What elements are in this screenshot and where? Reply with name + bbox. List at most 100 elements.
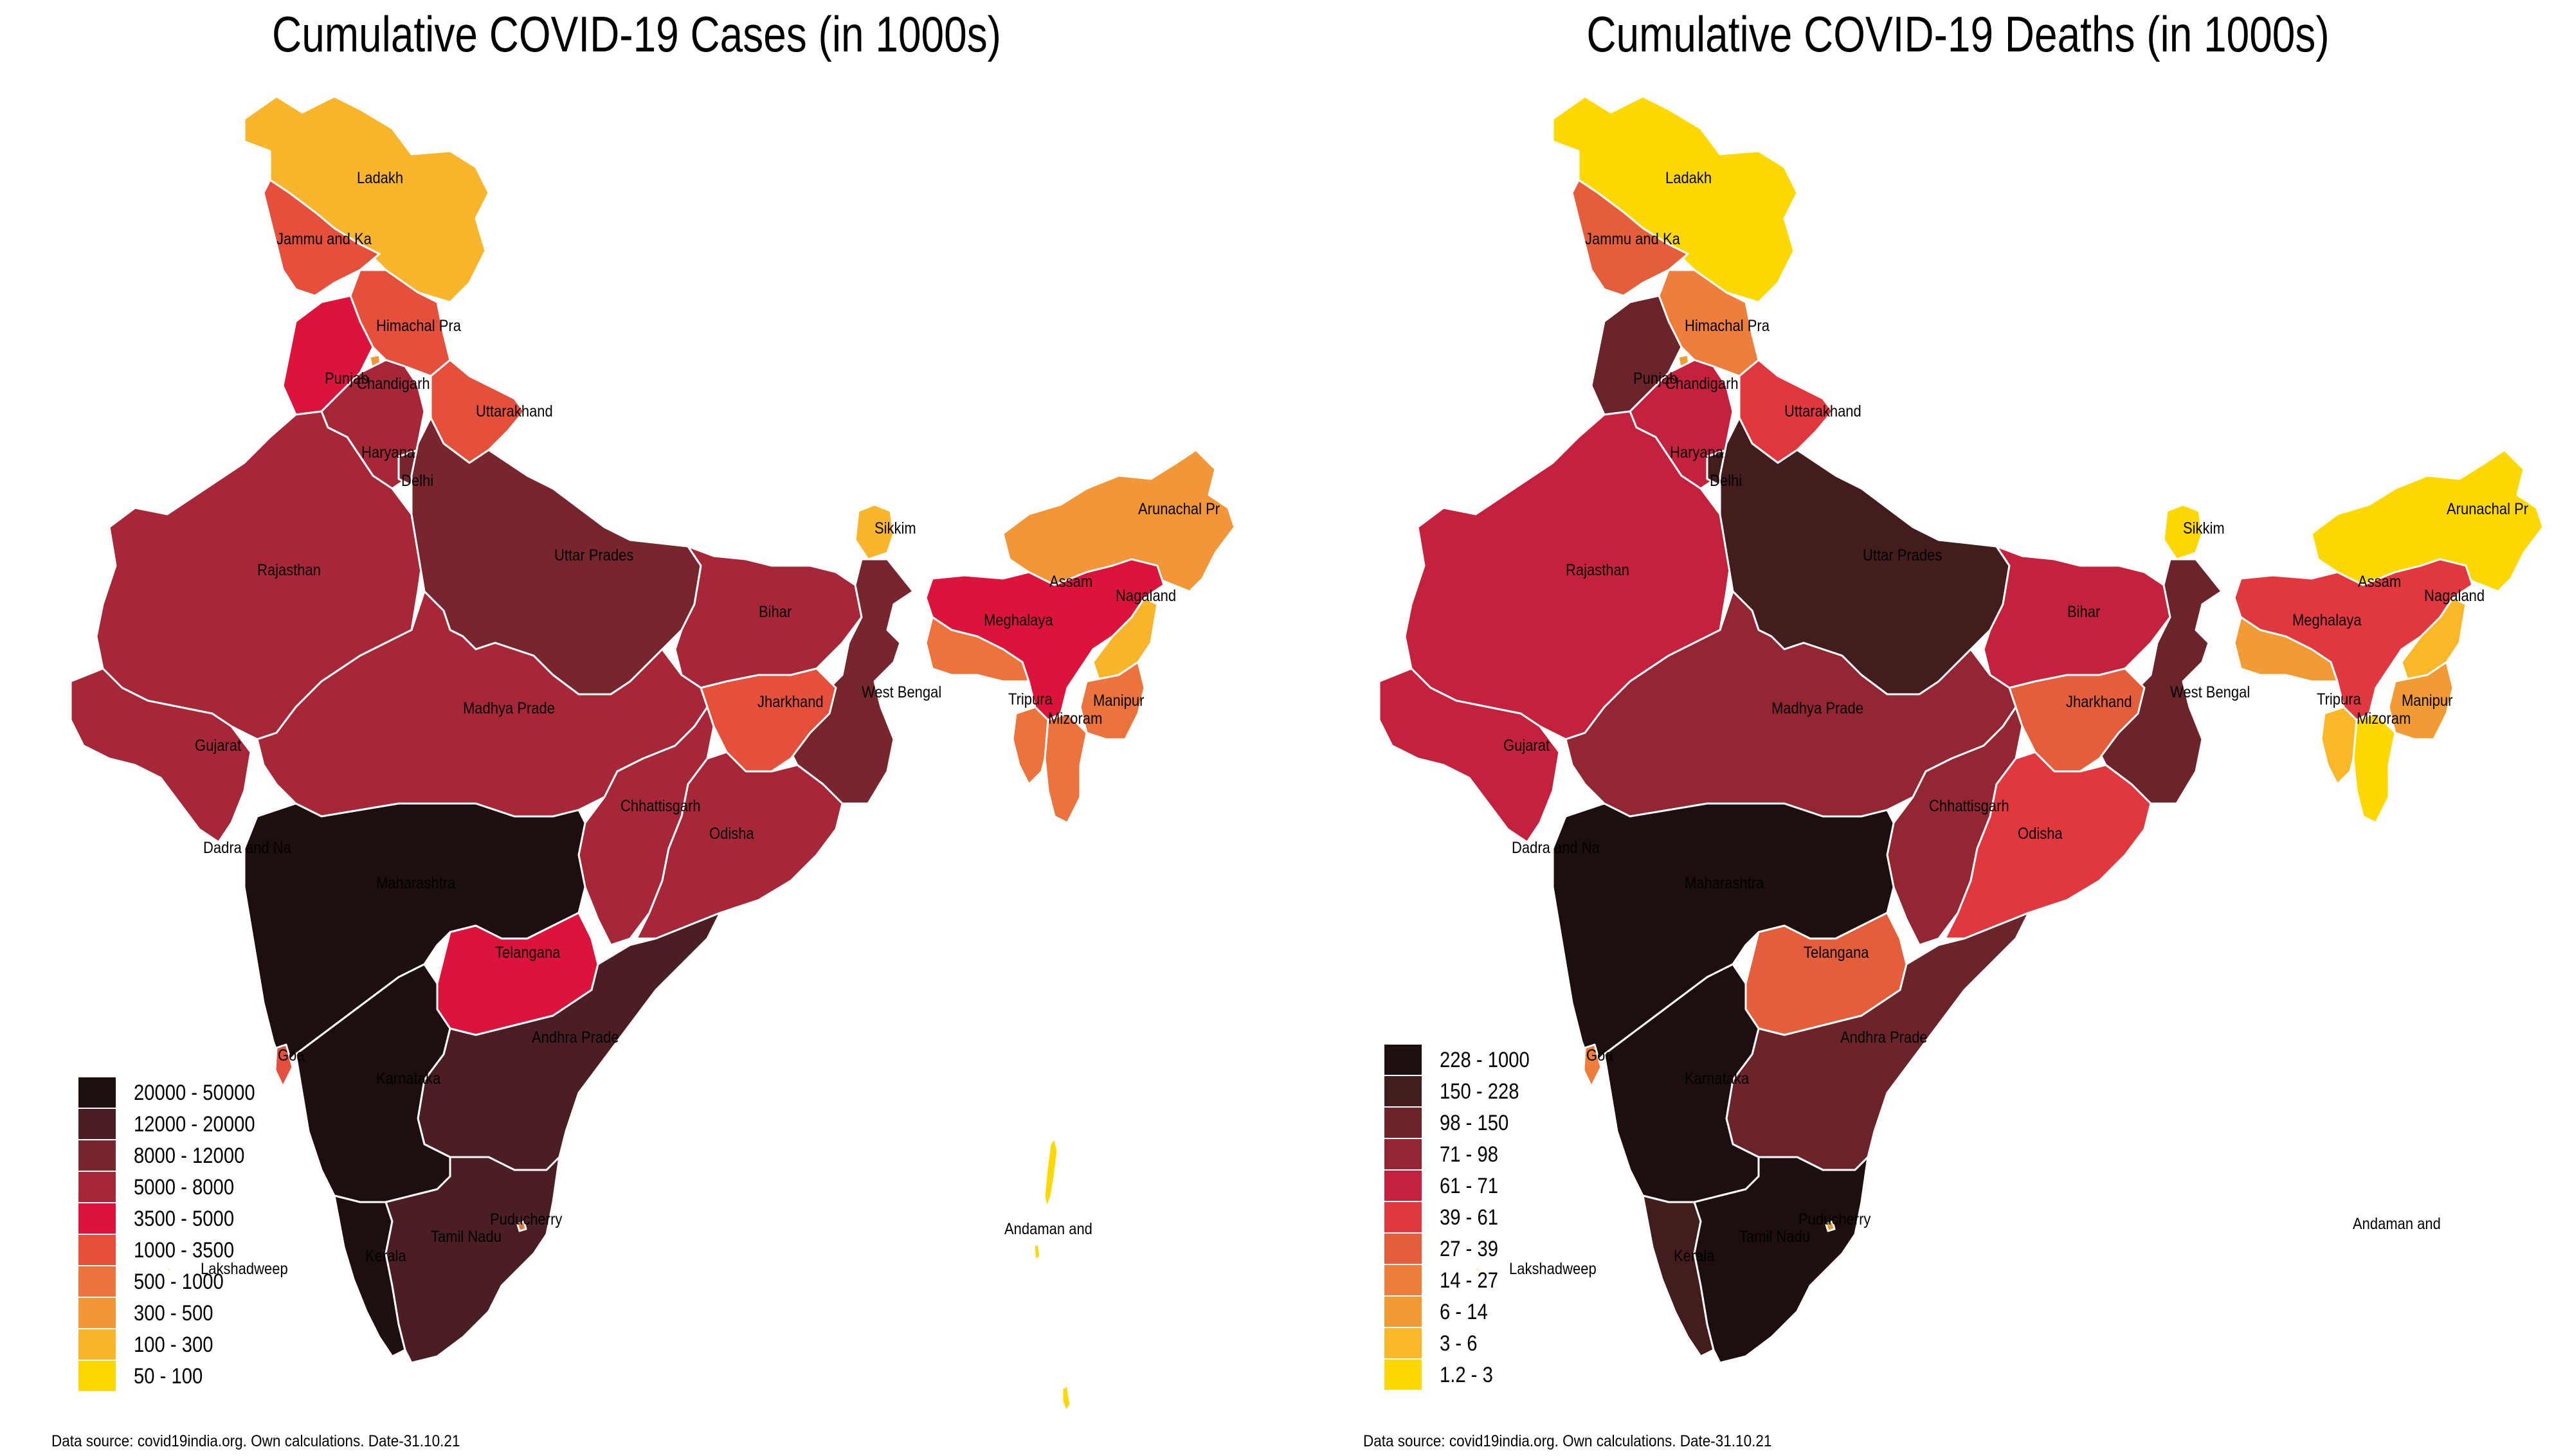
legend-label: 8000 - 12000 <box>134 1144 245 1168</box>
state-label-maharashtra: Maharashtra <box>1685 874 1764 892</box>
legend-label: 100 - 300 <box>134 1333 213 1357</box>
state-region-sikkim <box>854 503 895 561</box>
state-label-gujarat: Gujarat <box>195 737 242 755</box>
state-label-west-bengal: West Bengal <box>2170 683 2250 701</box>
legend-label: 98 - 150 <box>1440 1111 1509 1135</box>
legend-entry: 1.2 - 3 <box>1384 1360 1544 1391</box>
legend-label: 20000 - 50000 <box>134 1081 255 1105</box>
state-label-bihar: Bihar <box>759 603 792 621</box>
legend-entry: 50 - 100 <box>78 1361 275 1392</box>
state-label-andhra-prade: Andhra Prade <box>1840 1029 1928 1047</box>
deaths-data-source-note: Data source: covid19india.org. Own calcu… <box>1363 1432 1772 1450</box>
state-label-madhya-prade: Madhya Prade <box>463 699 555 717</box>
state-label-tamil-nadu: Tamil Nadu <box>1739 1228 1810 1246</box>
state-region-tamil-nadu <box>385 1156 561 1364</box>
state-label-odisha: Odisha <box>709 825 755 843</box>
legend-label: 39 - 61 <box>1440 1205 1499 1230</box>
legend-label: 1.2 - 3 <box>1440 1363 1493 1387</box>
legend-entry: 20000 - 50000 <box>78 1077 275 1109</box>
state-label-ladakh: Ladakh <box>357 169 403 187</box>
legend-entry: 500 - 1000 <box>78 1266 275 1298</box>
state-region-odisha <box>1944 751 2152 940</box>
state-label-nagaland: Nagaland <box>1116 587 1176 605</box>
cases-states-layer <box>69 95 1236 1412</box>
state-label-puducherry: Puducherry <box>490 1210 563 1228</box>
cases-map-panel: Cumulative COVID-19 Cases (in 1000s) Lad… <box>51 6 1236 1450</box>
state-label-bihar: Bihar <box>2067 603 2100 621</box>
state-label-karnataka: Karnataka <box>376 1070 441 1088</box>
cases-data-source-note: Data source: covid19india.org. Own calcu… <box>51 1432 460 1450</box>
state-region-andaman-and <box>1033 1137 1072 1412</box>
state-label-uttarakhand: Uttarakhand <box>476 402 553 420</box>
legend-entry: 3500 - 5000 <box>78 1203 275 1235</box>
deaths-map-title: Cumulative COVID-19 Deaths (in 1000s) <box>1586 6 2330 62</box>
legend-swatch <box>1384 1045 1422 1076</box>
state-region-puducherry <box>516 1220 527 1232</box>
legend-swatch <box>78 1329 116 1361</box>
state-region-west-bengal <box>783 558 914 805</box>
legend-swatch <box>78 1203 116 1235</box>
deaths-map-panel: Cumulative COVID-19 Deaths (in 1000s) La… <box>1286 0 2572 1456</box>
cases-choropleth-map: Ladakh Jammu and Ka Himachal Pra PunjabChan… <box>69 95 1236 1412</box>
legend-label: 12000 - 20000 <box>134 1112 255 1137</box>
state-region-lakshadweep <box>166 1266 172 1273</box>
legend-entry: 150 - 228 <box>1384 1076 1544 1108</box>
state-label-manipur: Manipur <box>1093 692 1145 710</box>
state-label-kerala: Kerala <box>365 1247 406 1265</box>
state-label-telangana: Telangana <box>1804 944 1869 962</box>
legend-entry: 3 - 6 <box>1384 1328 1544 1360</box>
deaths-labels-layer: Ladakh Jammu and Ka Himachal Pra PunjabChan… <box>1503 169 2528 1278</box>
state-region-odisha <box>635 751 844 940</box>
state-region-jharkhand <box>700 667 837 773</box>
legend-swatch <box>78 1140 116 1172</box>
state-label-jammu-and-ka: Jammu and Ka <box>276 230 372 248</box>
legend-entry: 300 - 500 <box>78 1298 275 1329</box>
state-label-rajasthan: Rajasthan <box>1566 561 1629 579</box>
state-label-arunachal-pr: Arunachal Pr <box>1138 500 1220 518</box>
state-label-sikkim: Sikkim <box>2183 519 2225 537</box>
state-label-kerala: Kerala <box>1674 1247 1715 1265</box>
legend-swatch <box>78 1266 116 1298</box>
legend-label: 6 - 14 <box>1440 1300 1488 1324</box>
state-label-mizoram: Mizoram <box>2357 710 2411 728</box>
state-region-karnataka <box>294 963 451 1203</box>
state-label-goa: Goa <box>278 1047 305 1065</box>
legend-label: 3 - 6 <box>1440 1331 1478 1356</box>
state-label-chandigarh: Chandigarh <box>357 375 430 393</box>
deaths-legend: 228 - 1000 150 - 228 98 - 150 71 - 98 61 - 7… <box>1384 1045 1544 1391</box>
state-label-dadra-and-na: Dadra and Na <box>1512 839 1600 857</box>
state-region-meghalaya <box>2233 616 2339 683</box>
state-region-jharkhand <box>2008 667 2146 773</box>
legend-label: 1000 - 3500 <box>134 1238 235 1263</box>
legend-swatch <box>78 1077 116 1109</box>
legend-entry: 71 - 98 <box>1384 1139 1544 1171</box>
state-label-chhattisgarh: Chhattisgarh <box>620 797 701 815</box>
state-label-meghalaya: Meghalaya <box>984 611 1053 629</box>
legend-entry: 98 - 150 <box>1384 1108 1544 1139</box>
deaths-choropleth-map: Ladakh Jammu and Ka Himachal Pra PunjabChan… <box>1378 95 2544 1364</box>
legend-label: 27 - 39 <box>1440 1237 1499 1261</box>
state-label-jammu-and-ka: Jammu and Ka <box>1585 230 1681 248</box>
state-label-lakshadweep: Lakshadweep <box>1509 1260 1597 1278</box>
state-label-dadra-and-na: Dadra and Na <box>203 839 292 857</box>
legend-entry: 61 - 71 <box>1384 1171 1544 1202</box>
legend-swatch <box>78 1298 116 1329</box>
state-label-karnataka: Karnataka <box>1685 1070 1750 1088</box>
state-label-jharkhand: Jharkhand <box>2066 693 2132 711</box>
state-region-manipur <box>1079 661 1146 741</box>
state-label-andhra-prade: Andhra Prade <box>532 1029 619 1047</box>
legend-entry: 8000 - 12000 <box>78 1140 275 1172</box>
legend-swatch <box>1384 1297 1422 1328</box>
legend-label: 150 - 228 <box>1440 1079 1519 1104</box>
state-label-assam: Assam <box>2358 573 2401 591</box>
legend-label: 61 - 71 <box>1440 1174 1499 1198</box>
legend-swatch <box>1384 1171 1422 1202</box>
state-label-odisha: Odisha <box>2018 825 2063 843</box>
state-region-goa <box>1582 1043 1602 1088</box>
state-label-assam: Assam <box>1049 573 1092 591</box>
cases-map-title: Cumulative COVID-19 Cases (in 1000s) <box>272 6 1001 62</box>
state-region-west-bengal <box>2092 558 2223 805</box>
legend-swatch <box>1384 1139 1422 1171</box>
state-region-mizoram <box>2352 712 2396 824</box>
state-label-uttar-prades: Uttar Prades <box>554 546 633 564</box>
